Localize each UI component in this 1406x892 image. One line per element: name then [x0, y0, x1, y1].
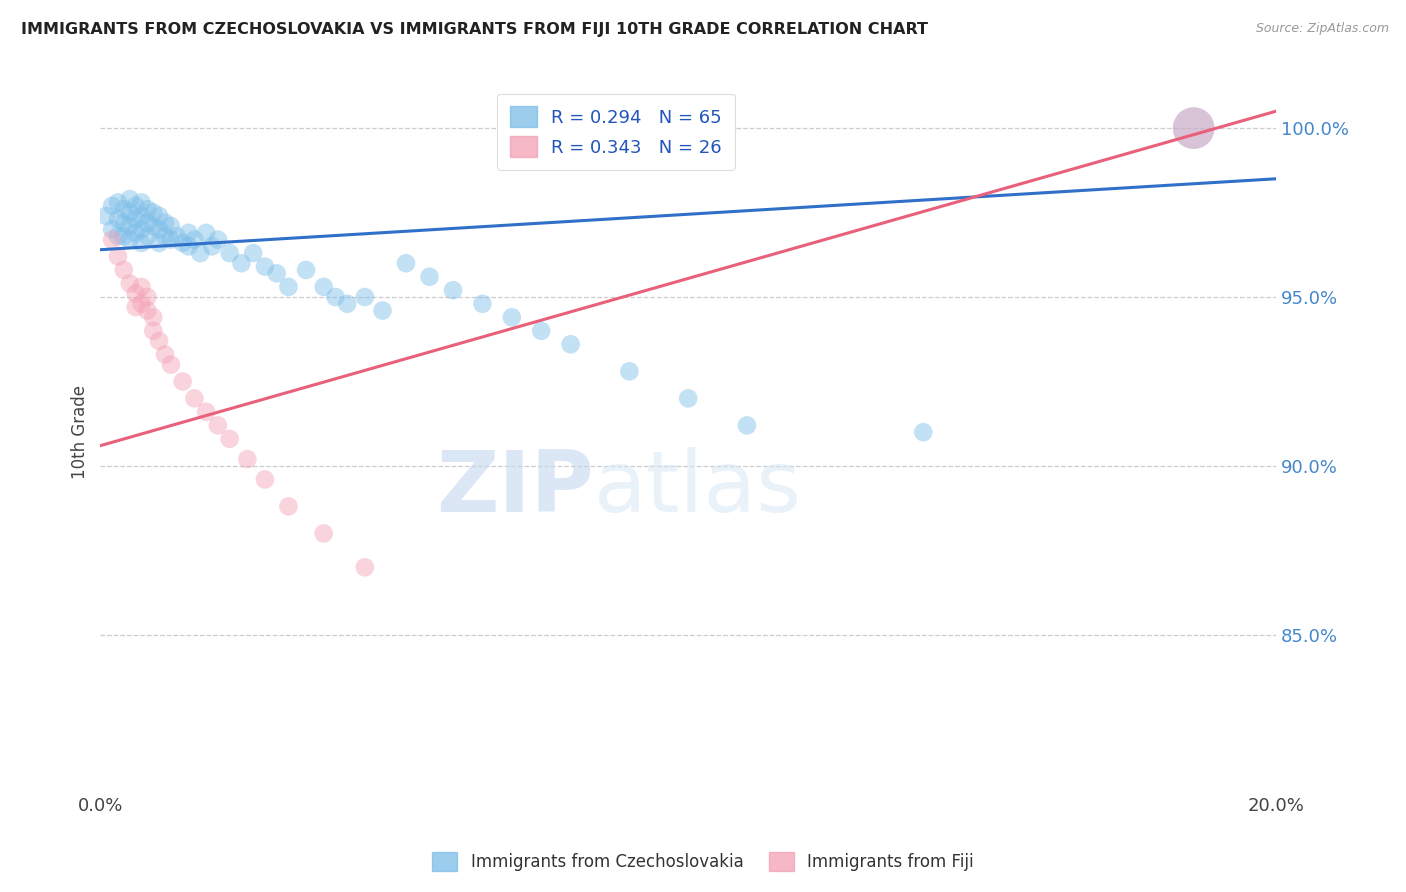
Point [471, 297, 494, 311]
Point [131, 280, 153, 294]
Point [676, 392, 699, 406]
Point [501, 310, 523, 325]
Point [118, 233, 141, 247]
Point [136, 229, 159, 244]
Point [236, 452, 259, 467]
Point [142, 205, 165, 219]
Point [195, 405, 218, 419]
Point [148, 209, 170, 223]
Point [136, 202, 159, 217]
Text: atlas: atlas [595, 448, 801, 531]
Point [107, 212, 129, 227]
Point [172, 375, 194, 389]
Point [207, 418, 229, 433]
Point [136, 216, 159, 230]
Point [253, 260, 276, 274]
Point [131, 195, 153, 210]
Point [131, 297, 153, 311]
Point [101, 222, 124, 236]
Point [96, 209, 118, 223]
Point [912, 425, 935, 439]
Point [131, 222, 153, 236]
Point [619, 364, 641, 378]
Point [131, 235, 153, 250]
Point [118, 205, 141, 219]
Point [418, 269, 440, 284]
Point [1182, 121, 1205, 136]
Point [160, 233, 183, 247]
Point [101, 233, 124, 247]
Point [166, 229, 188, 244]
Point [101, 199, 124, 213]
Point [253, 472, 276, 486]
Point [142, 219, 165, 233]
Point [354, 290, 377, 304]
Point [118, 192, 141, 206]
Point [112, 229, 135, 244]
Point [148, 235, 170, 250]
Point [142, 310, 165, 325]
Point [195, 226, 218, 240]
Point [183, 233, 205, 247]
Point [160, 358, 183, 372]
Point [136, 290, 159, 304]
Point [153, 216, 176, 230]
Point [231, 256, 253, 270]
Point [107, 250, 129, 264]
Point [395, 256, 418, 270]
Point [441, 283, 464, 297]
Point [218, 246, 240, 260]
Point [107, 195, 129, 210]
Point [183, 392, 205, 406]
Point [336, 297, 359, 311]
Point [124, 226, 146, 240]
Point [112, 263, 135, 277]
Point [124, 300, 146, 314]
Point [735, 418, 758, 433]
Point [295, 263, 318, 277]
Point [148, 334, 170, 348]
Point [207, 233, 229, 247]
Point [124, 212, 146, 227]
Point [1182, 121, 1205, 136]
Legend: R = 0.294   N = 65, R = 0.343   N = 26: R = 0.294 N = 65, R = 0.343 N = 26 [498, 94, 735, 169]
Point [312, 280, 335, 294]
Point [218, 432, 240, 446]
Point [124, 286, 146, 301]
Point [118, 219, 141, 233]
Y-axis label: 10th Grade: 10th Grade [72, 385, 89, 479]
Point [118, 277, 141, 291]
Point [312, 526, 335, 541]
Point [148, 222, 170, 236]
Point [172, 235, 194, 250]
Legend: Immigrants from Czechoslovakia, Immigrants from Fiji: Immigrants from Czechoslovakia, Immigran… [425, 843, 981, 880]
Text: IMMIGRANTS FROM CZECHOSLOVAKIA VS IMMIGRANTS FROM FIJI 10TH GRADE CORRELATION CH: IMMIGRANTS FROM CZECHOSLOVAKIA VS IMMIGR… [21, 22, 928, 37]
Point [124, 199, 146, 213]
Point [266, 266, 288, 280]
Point [188, 246, 211, 260]
Point [530, 324, 553, 338]
Point [131, 209, 153, 223]
Point [277, 280, 299, 294]
Point [242, 246, 264, 260]
Point [153, 229, 176, 244]
Point [277, 500, 299, 514]
Point [112, 216, 135, 230]
Point [112, 202, 135, 217]
Point [136, 303, 159, 318]
Point [325, 290, 347, 304]
Point [153, 347, 176, 361]
Point [177, 239, 200, 253]
Text: ZIP: ZIP [436, 448, 595, 531]
Point [107, 229, 129, 244]
Text: Source: ZipAtlas.com: Source: ZipAtlas.com [1256, 22, 1389, 36]
Point [560, 337, 582, 351]
Point [160, 219, 183, 233]
Point [177, 226, 200, 240]
Point [354, 560, 377, 574]
Point [201, 239, 224, 253]
Point [142, 324, 165, 338]
Point [371, 303, 394, 318]
